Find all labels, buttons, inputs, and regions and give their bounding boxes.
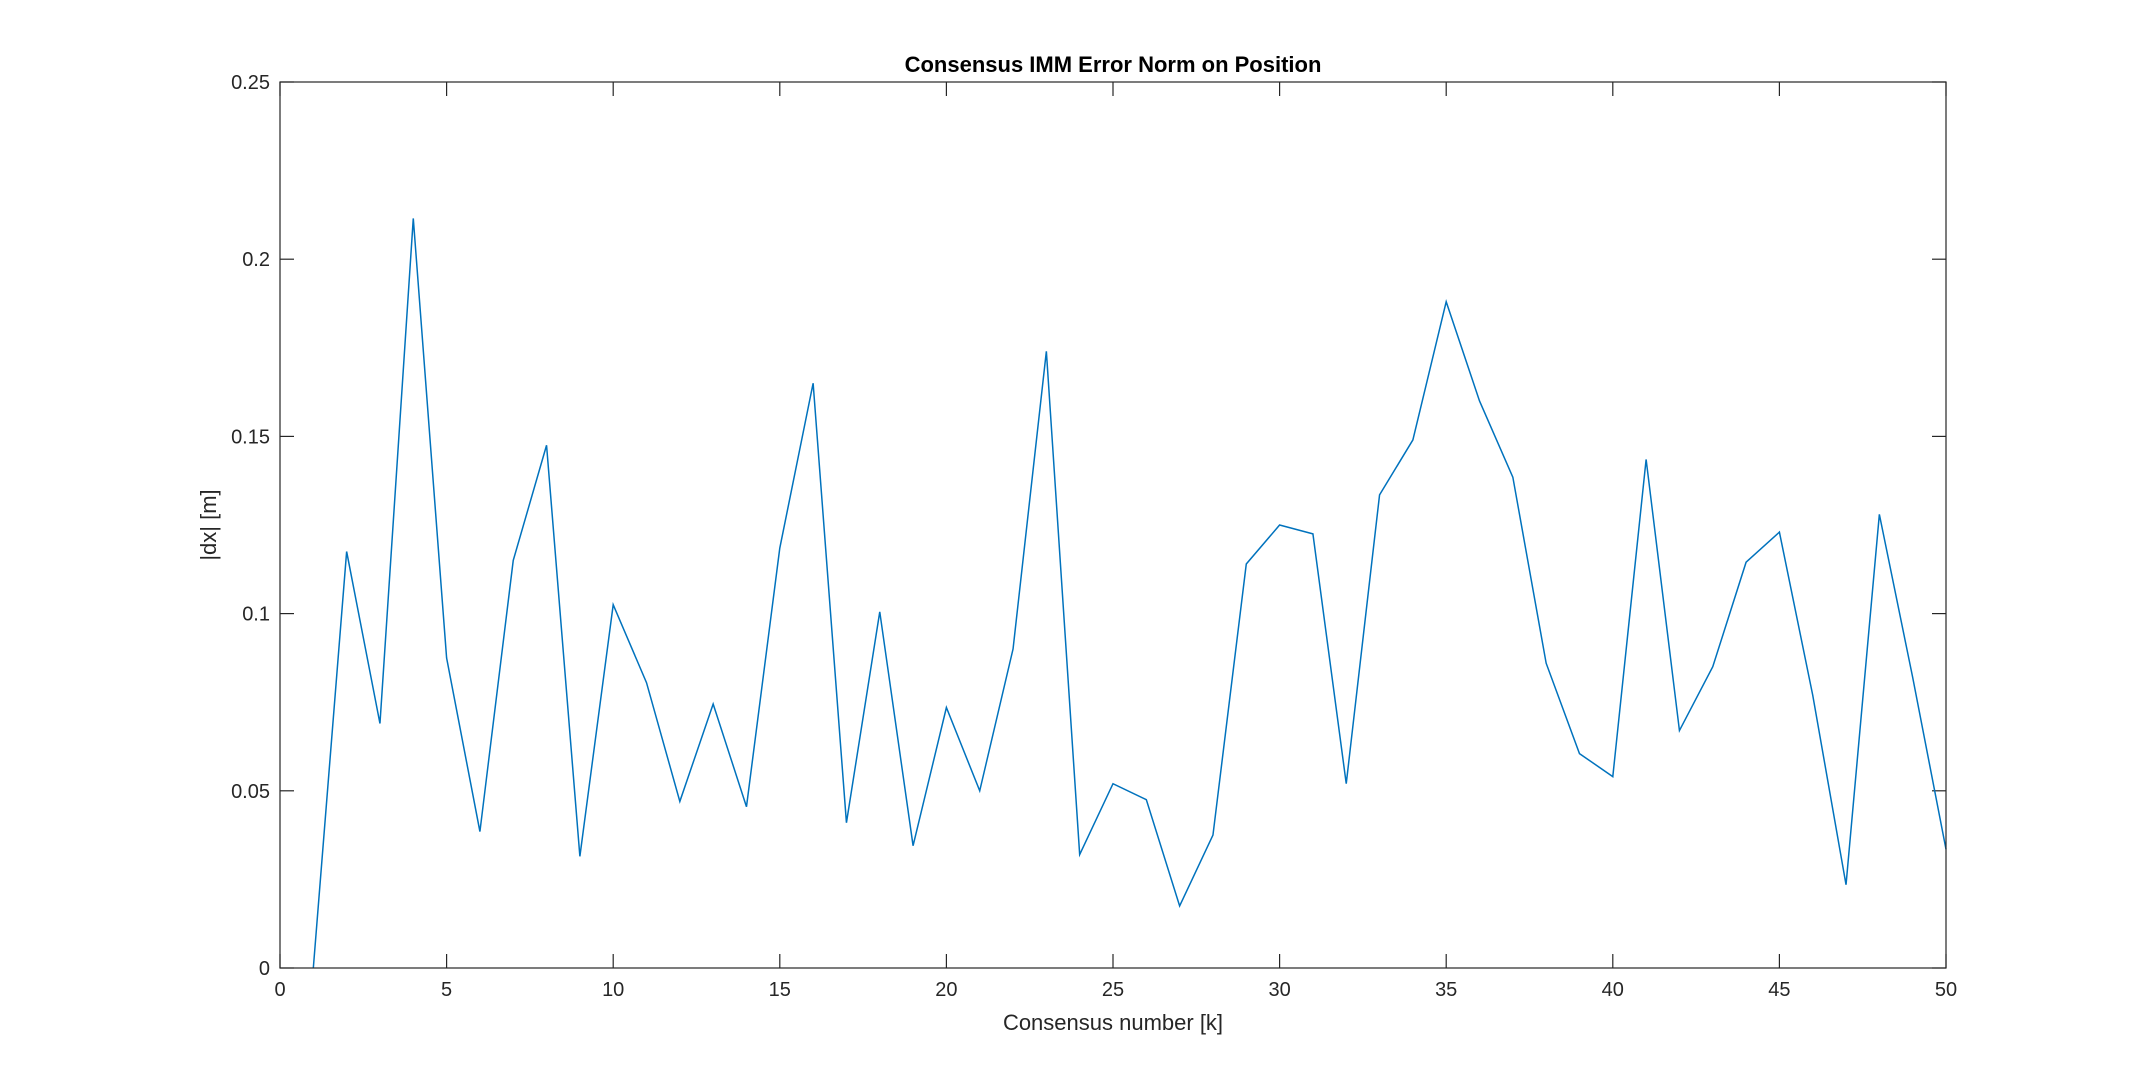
series-line <box>312 218 1947 969</box>
x-tick-label: 20 <box>935 979 957 1001</box>
y-tick-labels: 0 0.05 0.1 0.15 0.2 0.25 <box>231 72 270 980</box>
y-tick-label: 0.1 <box>242 604 270 626</box>
plot-area <box>280 82 1946 968</box>
y-tick-label: 0 <box>259 958 270 980</box>
y-tick-label: 0.25 <box>231 72 270 94</box>
x-tick-label: 30 <box>1268 979 1290 1001</box>
chart-title: Consensus IMM Error Norm on Position <box>905 52 1322 77</box>
axes-box <box>279 81 1947 969</box>
x-tick-label: 35 <box>1435 979 1457 1001</box>
x-tick-label: 5 <box>441 979 452 1001</box>
x-tick-label: 25 <box>1102 979 1124 1001</box>
y-tick-label: 0.05 <box>231 781 270 803</box>
x-tick-label: 50 <box>1935 979 1957 1001</box>
x-tick-label: 10 <box>602 979 624 1001</box>
x-axis-label: Consensus number [k] <box>1003 1010 1223 1035</box>
y-tick-label: 0.15 <box>231 426 270 448</box>
x-tick-label: 15 <box>769 979 791 1001</box>
x-tick-label: 0 <box>274 979 285 1001</box>
x-tick-label: 40 <box>1602 979 1624 1001</box>
y-tick-label: 0.2 <box>242 249 270 271</box>
series-layer <box>312 218 1947 969</box>
x-tick-label: 45 <box>1768 979 1790 1001</box>
x-tick-labels: 0 5 10 15 20 25 30 35 40 45 50 <box>274 979 1957 1001</box>
y-axis-label: |dx| [m] <box>196 489 221 560</box>
